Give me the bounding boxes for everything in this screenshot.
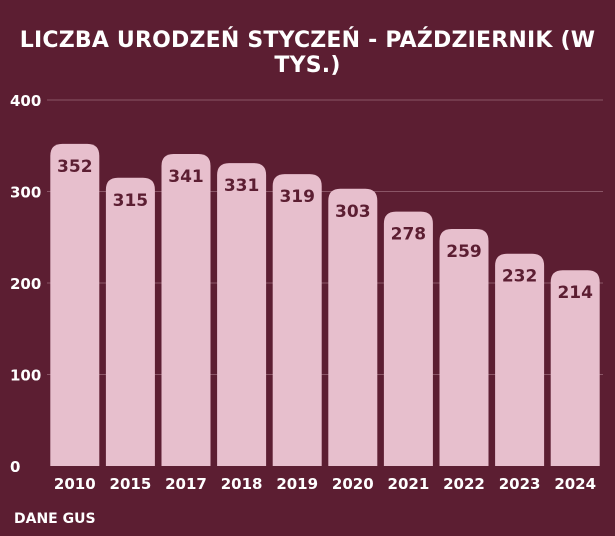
bar-2024 — [550, 270, 600, 466]
bar-2015 — [105, 177, 155, 466]
y-tick-label: 0 — [10, 458, 20, 476]
bar-2019 — [272, 174, 322, 467]
source-note: DANE GUS — [14, 511, 96, 527]
y-axis-ticks: 0 100 200 300 400 — [10, 92, 41, 476]
data-label-2010: 352 — [57, 157, 93, 177]
bar-2018 — [217, 163, 267, 466]
data-labels: 352 315 341 331 319 303 278 259 232 214 — [57, 157, 593, 303]
data-label-2021: 278 — [391, 225, 427, 245]
x-tick-label-2020: 2020 — [332, 475, 374, 493]
data-label-2018: 331 — [224, 176, 260, 196]
bar-2023 — [495, 253, 545, 466]
bar-2010 — [50, 143, 100, 467]
x-tick-label-2022: 2022 — [443, 475, 485, 493]
bar-2021 — [383, 211, 433, 466]
x-tick-label-2015: 2015 — [110, 475, 152, 493]
x-tick-label-2017: 2017 — [165, 475, 207, 493]
y-tick-label: 200 — [10, 275, 41, 293]
data-label-2022: 259 — [446, 242, 482, 262]
x-tick-label-2010: 2010 — [54, 475, 96, 493]
data-label-2023: 232 — [502, 267, 538, 287]
y-tick-label: 300 — [10, 184, 41, 202]
bar-2020 — [328, 188, 378, 466]
bar-2022 — [439, 229, 489, 466]
chart-title: LICZBA URODZEŃ STYCZEŃ - PAŹDZIERNIK (W … — [19, 28, 596, 78]
y-tick-label: 100 — [10, 367, 41, 385]
data-label-2024: 214 — [557, 283, 593, 303]
bar-2017 — [161, 153, 211, 467]
data-label-2015: 315 — [113, 191, 149, 211]
x-tick-label-2019: 2019 — [276, 475, 318, 493]
x-tick-label-2024: 2024 — [554, 475, 596, 493]
data-label-2020: 303 — [335, 202, 371, 222]
bars — [50, 143, 600, 467]
data-label-2017: 341 — [168, 167, 204, 187]
data-label-2019: 319 — [279, 187, 315, 207]
x-axis-ticks: 2010 2015 2017 2018 2019 2020 2021 2022 2023 2024 — [54, 475, 596, 493]
x-tick-label-2018: 2018 — [221, 475, 263, 493]
x-tick-label-2021: 2021 — [388, 475, 430, 493]
x-tick-label-2023: 2023 — [499, 475, 541, 493]
y-tick-label: 400 — [10, 92, 41, 110]
